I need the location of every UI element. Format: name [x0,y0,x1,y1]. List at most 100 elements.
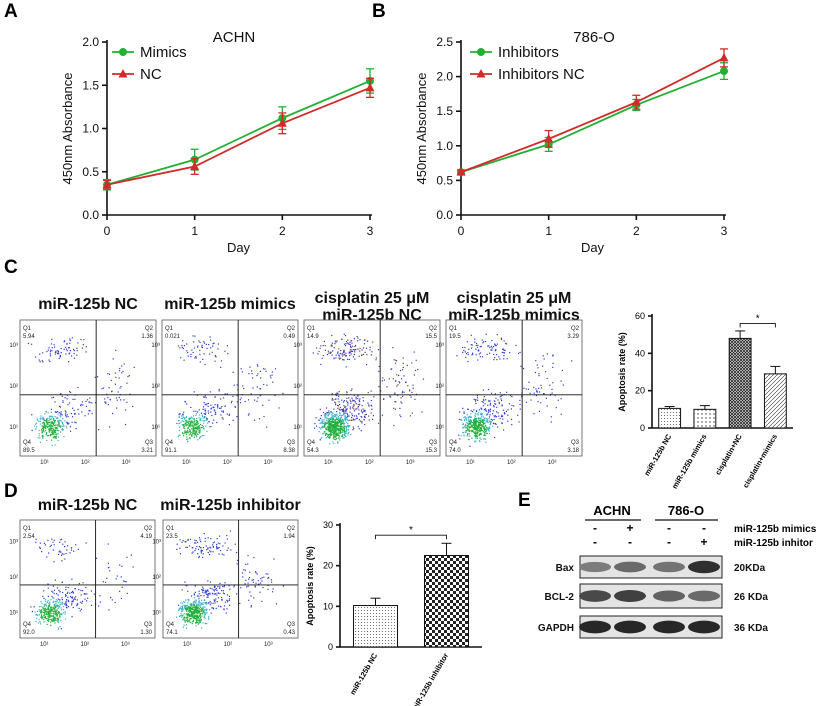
y-axis-title: Apoptosis rate (%) [305,546,315,626]
flow-event-dot [71,597,74,599]
flow-event-dot [354,345,356,348]
flow-event-dot [34,611,36,613]
flow-event-dot [324,413,327,415]
protein-label: BCL-2 [545,592,575,603]
flow-event-dot [195,608,197,610]
flow-event-dot [206,589,208,591]
flow-event-dot [222,585,224,588]
flow-event-dot [480,413,482,415]
flow-event-dot [401,369,404,371]
flow-event-dot [45,418,48,420]
flow-event-dot [41,617,43,619]
flow-event-dot [201,344,203,346]
flow-event-dot [224,601,226,603]
flow-event-dot [69,342,71,344]
flow-event-dot [228,598,231,600]
category-label: miR-125b inhibitor [410,651,451,706]
flow-event-dot [495,397,497,399]
flow-event-dot [333,423,336,425]
flow-event-dot [194,615,196,617]
flow-event-dot [275,603,278,605]
flow-event-dot [248,599,250,601]
flow-event-dot [344,434,346,437]
flow-event-dot [502,348,504,350]
flow-plot-title: miR-125b NC [38,497,138,514]
flow-plot: miR-125b NCQ15.94Q21.36Q33.21Q489.510³10… [9,296,157,466]
flow-event-dot [493,359,495,361]
flow-event-dot [218,546,220,549]
flow-event-dot [489,421,491,423]
flow-event-dot [215,545,218,548]
flow-event-dot [186,350,188,352]
flow-event-dot [320,438,322,440]
flow-event-dot [488,418,490,420]
flow-event-dot [194,357,196,359]
flow-event-dot [57,605,59,607]
flow-event-dot [58,419,60,421]
flow-event-dot [480,427,482,429]
flow-event-dot [458,418,461,420]
flow-event-dot [201,609,204,611]
legend-label: Inhibitors NC [498,66,585,83]
flow-event-dot [263,383,265,386]
significance-bracket [739,323,776,328]
flow-event-dot [56,427,58,429]
flow-event-dot [494,393,497,395]
flow-event-dot [191,614,194,616]
flow-event-dot [247,555,249,557]
flow-event-dot [44,600,46,602]
flow-event-dot [184,605,186,607]
flow-event-dot [50,421,52,423]
flow-event-dot [417,368,419,371]
flow-event-dot [335,435,337,437]
flow-event-dot [326,422,328,424]
flow-event-dot [487,409,490,411]
flow-event-dot [191,608,193,611]
flow-event-dot [331,334,333,337]
flow-event-dot [39,547,41,550]
flow-event-dot [223,593,226,595]
flow-event-dot [335,438,337,440]
flow-event-dot [85,405,88,407]
flow-event-dot [52,431,54,433]
flow-event-dot [335,416,337,418]
flow-event-dot [52,416,54,418]
flow-event-dot [473,427,475,429]
flow-event-dot [400,401,402,403]
flow-event-dot [125,581,127,583]
flow-event-dot [469,418,471,421]
flow-event-dot [43,424,45,426]
flow-event-dot [61,425,63,427]
flow-event-dot [241,572,244,574]
flow-event-dot [346,421,348,423]
flow-event-dot [377,422,380,424]
flow-event-dot [125,409,127,411]
flow-event-dot [53,539,55,541]
flow-event-dot [358,413,360,415]
flow-event-dot [203,401,205,404]
flow-event-dot [52,610,54,612]
flow-event-dot [39,437,41,439]
flow-event-dot [484,432,486,434]
flow-event-dot [70,355,73,357]
flow-event-dot [41,427,44,430]
flow-event-dot [54,431,56,433]
flow-event-dot [462,346,464,349]
flow-event-dot [84,593,86,595]
flow-event-dot [61,601,63,603]
flow-event-dot [199,414,201,416]
flow-event-dot [48,602,50,605]
flow-event-dot [325,417,327,419]
flow-event-dot [195,428,198,430]
flow-event-dot [187,620,189,622]
flow-event-dot [65,411,67,413]
flow-event-dot [43,614,45,616]
flow-event-dot [226,608,228,610]
flow-event-dot [85,542,87,544]
flow-event-dot [336,420,338,423]
flow-event-dot [474,425,476,427]
flow-event-dot [259,591,261,593]
flow-event-dot [535,359,537,362]
flow-event-dot [74,398,76,400]
flow-event-dot [479,437,481,439]
